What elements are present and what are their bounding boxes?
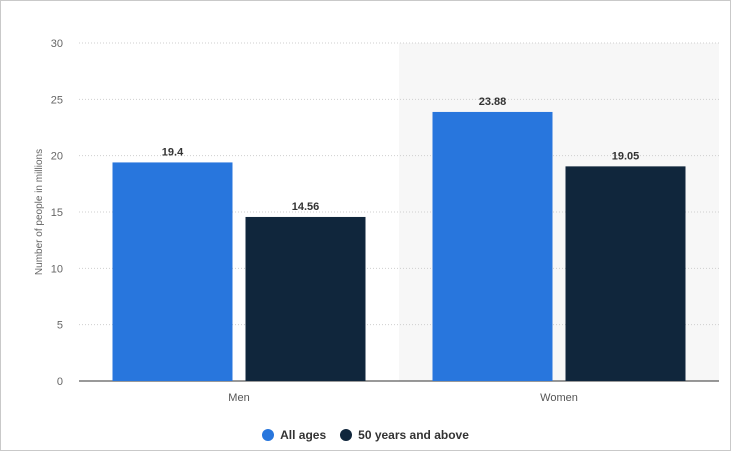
bar-men-series-1 [245,216,366,381]
data-label: 19.4 [162,146,184,158]
legend-item-50-plus[interactable]: 50 years and above [340,428,469,442]
data-label: 19.05 [612,150,640,162]
data-label: 14.56 [292,201,320,213]
bar-men-series-0 [112,162,233,381]
legend-marker-all-ages [262,429,275,441]
y-tick-label: 10 [51,263,63,275]
x-tick-label: Women [540,392,578,404]
y-tick-label: 20 [51,151,63,163]
x-tick-label: Men [228,392,249,404]
data-label: 23.88 [479,96,507,108]
bar-women-series-1 [565,166,686,381]
y-tick-label: 30 [51,38,63,50]
y-tick-label: 15 [51,207,63,219]
legend-label-all-ages: All ages [280,428,327,442]
y-tick-label: 0 [57,376,63,388]
legend: All ages 50 years and above [0,428,731,442]
y-axis-label: Number of people in millions [34,149,45,275]
legend-label-50-plus: 50 years and above [358,428,469,442]
legend-item-all-ages[interactable]: All ages [262,428,326,442]
y-tick-label: 25 [51,94,63,106]
y-tick-label: 5 [57,320,63,332]
legend-marker-50-plus [340,429,353,441]
bar-women-series-0 [432,111,553,382]
